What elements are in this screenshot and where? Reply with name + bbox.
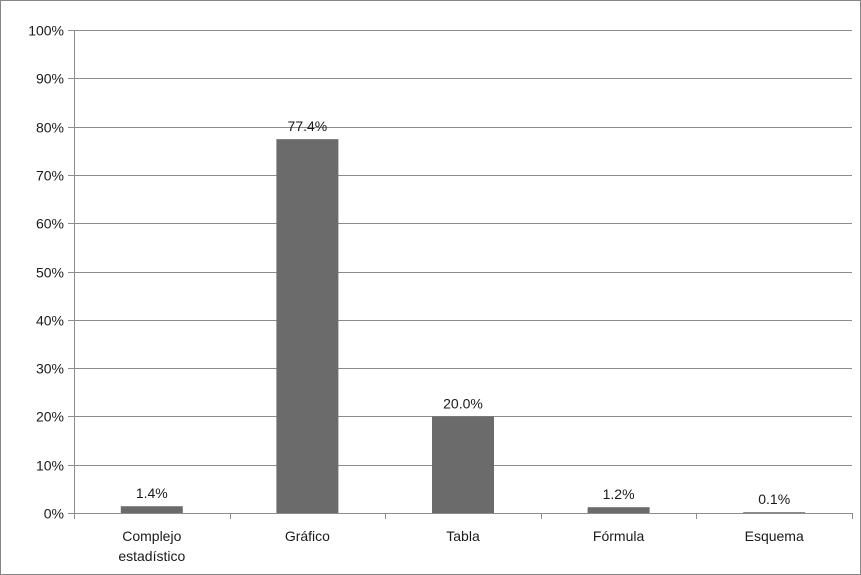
category-label-3: Fórmula bbox=[593, 528, 645, 544]
category-label-0-line-0: Complejo bbox=[122, 528, 181, 544]
y-tick-label-20: 20% bbox=[36, 409, 64, 425]
category-label-0-line-1: estadístico bbox=[118, 548, 185, 564]
data-label-0: 1.4% bbox=[136, 485, 168, 501]
bar-2 bbox=[432, 416, 494, 513]
x-axis-category-labels: Complejo estadístico Gráfico Tabla Fórmula Es… bbox=[118, 528, 804, 564]
y-tick-label-70: 70% bbox=[36, 168, 64, 184]
category-label-2: Tabla bbox=[446, 528, 480, 544]
data-label-3: 1.2% bbox=[603, 486, 635, 502]
data-label-2: 20.0% bbox=[443, 395, 483, 411]
data-label-1: 77.4% bbox=[288, 118, 328, 134]
bars bbox=[120, 139, 806, 513]
bar-0 bbox=[120, 506, 183, 513]
category-label-4: Esquema bbox=[745, 528, 804, 544]
y-axis-tick-labels: 0% 10% 20% 30% 40% 50% 60% 70% 80% 90% 100% bbox=[28, 23, 64, 522]
y-tick-label-80: 80% bbox=[36, 120, 64, 136]
y-tick-label-60: 60% bbox=[36, 216, 64, 232]
data-label-4: 0.1% bbox=[758, 491, 790, 507]
y-tick-label-50: 50% bbox=[36, 265, 64, 281]
bar-1 bbox=[276, 139, 339, 513]
y-tick-label-10: 10% bbox=[36, 458, 64, 474]
category-label-1: Gráfico bbox=[285, 528, 330, 544]
bar-3 bbox=[587, 507, 650, 513]
y-tick-label-100: 100% bbox=[28, 23, 64, 39]
gridlines bbox=[74, 30, 852, 466]
y-tick-label-30: 30% bbox=[36, 361, 64, 377]
bar-4 bbox=[743, 512, 806, 513]
axes bbox=[68, 30, 853, 519]
y-tick-label-40: 40% bbox=[36, 313, 64, 329]
y-tick-label-90: 90% bbox=[36, 71, 64, 87]
data-labels: 1.4% 77.4% 20.0% 1.2% 0.1% bbox=[136, 118, 790, 507]
y-tick-label-0: 0% bbox=[44, 506, 64, 522]
